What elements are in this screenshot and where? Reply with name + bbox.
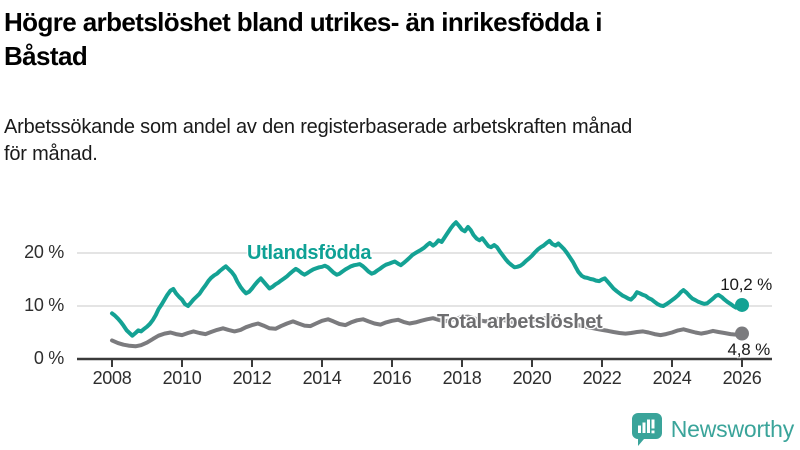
x-axis-tick-label: 2022	[582, 368, 622, 388]
x-axis-tick-label: 2008	[92, 368, 132, 388]
newsworthy-branding: Newsworthy	[631, 412, 794, 446]
newsworthy-logo-icon	[631, 413, 662, 446]
x-axis-tick-label: 2024	[652, 368, 692, 388]
x-axis-tick-label: 2010	[162, 368, 202, 388]
series-end-dot	[735, 326, 749, 341]
newsworthy-brand-name: Newsworthy	[670, 415, 794, 442]
series-line	[110, 220, 744, 338]
page-title-line-2: Båstad	[4, 41, 88, 71]
y-axis-tick-label: 20 %	[24, 242, 64, 262]
x-axis-tick-label: 2020	[512, 368, 552, 388]
end-value-label-utlandsfodda: 10,2 %	[720, 275, 772, 294]
chart-subtitle: Arbetssökande som andel av den registerb…	[4, 114, 796, 168]
page-title-line-1: Högre arbetslöshet bland utrikes- än inr…	[4, 7, 602, 37]
series-end-dot	[735, 297, 749, 312]
x-axis-tick-label: 2016	[372, 368, 412, 388]
series-label-total-arbetsloshet: Total arbetslöshet	[437, 311, 603, 333]
chart-subtitle-line-2: för månad.	[4, 143, 98, 165]
y-axis-tick-label: 10 %	[24, 295, 64, 315]
x-axis-tick-label: 2026	[722, 368, 762, 388]
x-axis-tick-label: 2018	[442, 368, 482, 388]
series-line	[110, 314, 744, 349]
x-axis-tick-label: 2012	[232, 368, 272, 388]
end-value-label-total: 4,8 %	[727, 340, 771, 359]
y-axis-tick-label: 0 %	[33, 348, 64, 368]
chart-subtitle-line-1: Arbetssökande som andel av den registerb…	[4, 116, 633, 138]
page-title: Högre arbetslöshet bland utrikes- än inr…	[4, 5, 796, 73]
x-axis-tick-label: 2014	[302, 368, 342, 388]
series-label-utlandsfodda: Utlandsfödda	[247, 242, 372, 264]
